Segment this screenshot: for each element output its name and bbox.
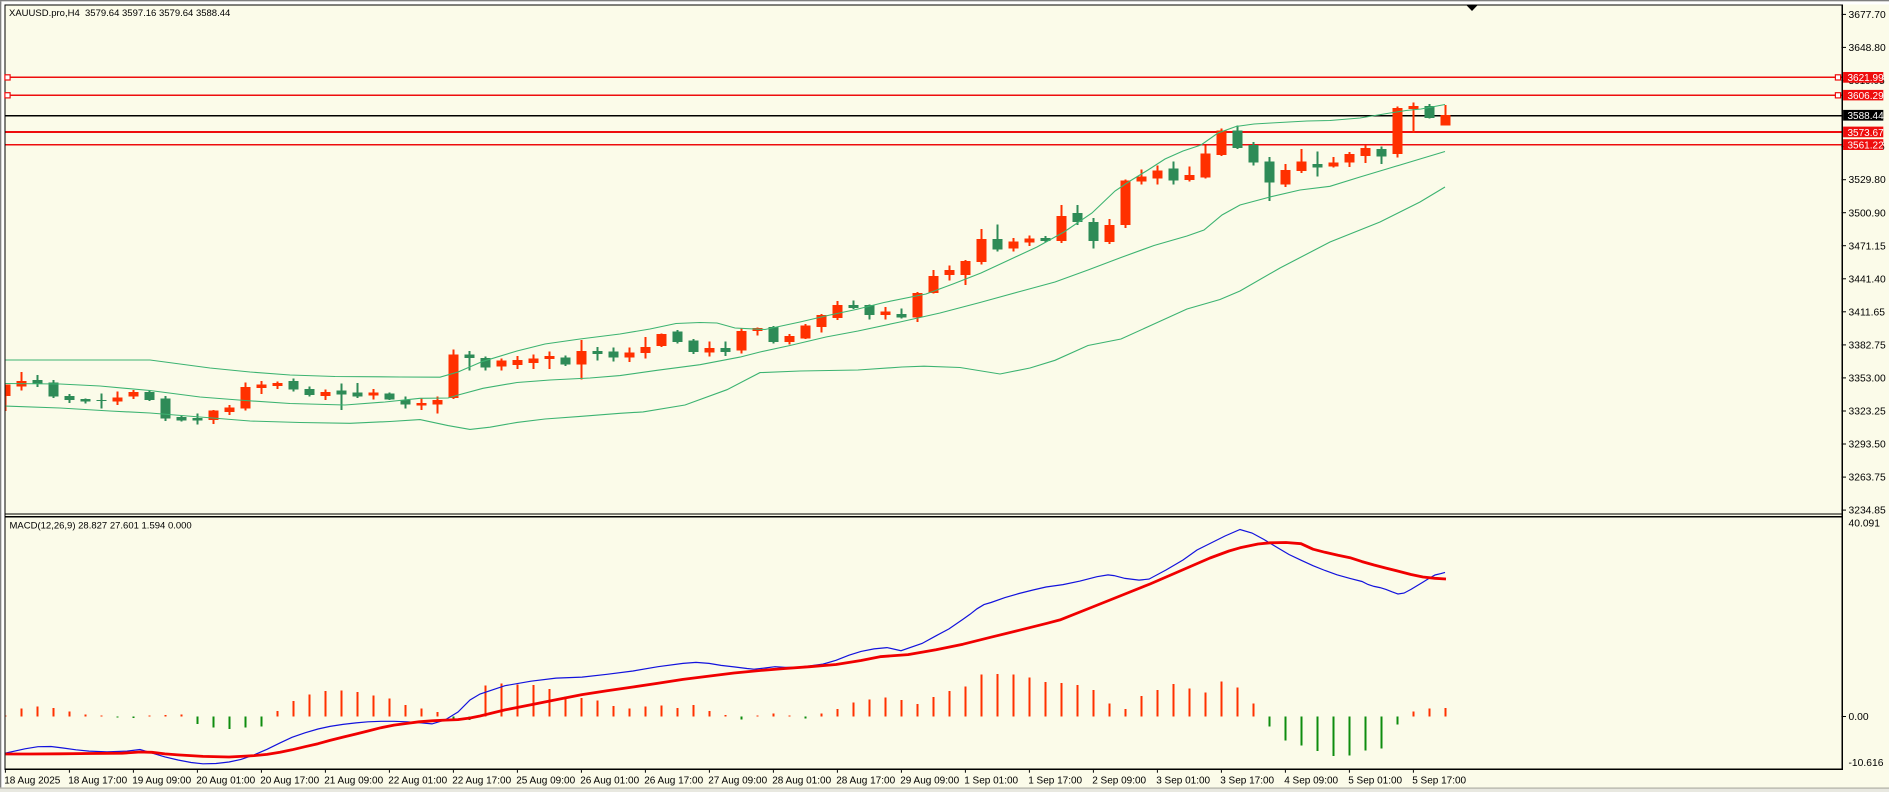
svg-text:3234.85: 3234.85 <box>1849 506 1886 517</box>
svg-text:3677.70: 3677.70 <box>1849 10 1886 21</box>
svg-text:XAUUSD.pro,H4 3579.64 3597.16: XAUUSD.pro,H4 3579.64 3597.16 3579.64 35… <box>9 8 230 19</box>
svg-text:26 Aug 01:00: 26 Aug 01:00 <box>580 776 639 787</box>
svg-text:3323.25: 3323.25 <box>1849 407 1886 418</box>
svg-text:5 Sep 01:00: 5 Sep 01:00 <box>1348 776 1402 787</box>
svg-text:3293.50: 3293.50 <box>1849 440 1886 451</box>
svg-text:3382.75: 3382.75 <box>1849 341 1886 352</box>
svg-text:3500.90: 3500.90 <box>1849 208 1886 219</box>
svg-text:40.091: 40.091 <box>1849 519 1881 530</box>
svg-text:4 Sep 09:00: 4 Sep 09:00 <box>1284 776 1338 787</box>
svg-text:22 Aug 01:00: 22 Aug 01:00 <box>388 776 447 787</box>
svg-text:20 Aug 01:00: 20 Aug 01:00 <box>196 776 255 787</box>
svg-text:0.00: 0.00 <box>1849 712 1869 723</box>
svg-text:3648.80: 3648.80 <box>1849 43 1886 54</box>
svg-text:3573.67: 3573.67 <box>1848 128 1885 139</box>
svg-text:3588.44: 3588.44 <box>1848 111 1885 122</box>
svg-text:3411.65: 3411.65 <box>1849 307 1886 318</box>
svg-text:22 Aug 17:00: 22 Aug 17:00 <box>452 776 511 787</box>
svg-text:28 Aug 17:00: 28 Aug 17:00 <box>836 776 895 787</box>
svg-text:5 Sep 17:00: 5 Sep 17:00 <box>1412 776 1466 787</box>
svg-text:3529.80: 3529.80 <box>1849 175 1886 186</box>
svg-text:3 Sep 01:00: 3 Sep 01:00 <box>1156 776 1210 787</box>
svg-text:3441.40: 3441.40 <box>1849 274 1886 285</box>
svg-text:20 Aug 17:00: 20 Aug 17:00 <box>260 776 319 787</box>
svg-text:3606.29: 3606.29 <box>1848 91 1885 102</box>
svg-text:MACD(12,26,9) 28.827 27.601 1.: MACD(12,26,9) 28.827 27.601 1.594 0.000 <box>10 521 192 532</box>
svg-text:28 Aug 01:00: 28 Aug 01:00 <box>772 776 831 787</box>
svg-text:27 Aug 09:00: 27 Aug 09:00 <box>708 776 767 787</box>
svg-text:3353.00: 3353.00 <box>1849 374 1886 385</box>
svg-text:25 Aug 09:00: 25 Aug 09:00 <box>516 776 575 787</box>
svg-text:1 Sep 17:00: 1 Sep 17:00 <box>1028 776 1082 787</box>
svg-text:3471.15: 3471.15 <box>1849 241 1886 252</box>
svg-text:2 Sep 09:00: 2 Sep 09:00 <box>1092 776 1146 787</box>
svg-text:3621.99: 3621.99 <box>1848 73 1885 84</box>
svg-text:19 Aug 09:00: 19 Aug 09:00 <box>132 776 191 787</box>
svg-text:3263.75: 3263.75 <box>1849 473 1886 484</box>
svg-text:3561.22: 3561.22 <box>1848 140 1885 151</box>
svg-text:18 Aug 2025: 18 Aug 2025 <box>4 776 61 787</box>
svg-text:21 Aug 09:00: 21 Aug 09:00 <box>324 776 383 787</box>
svg-text:29 Aug 09:00: 29 Aug 09:00 <box>900 776 959 787</box>
svg-text:3 Sep 17:00: 3 Sep 17:00 <box>1220 776 1274 787</box>
svg-text:-10.616: -10.616 <box>1849 758 1884 769</box>
svg-text:1 Sep 01:00: 1 Sep 01:00 <box>964 776 1018 787</box>
svg-text:26 Aug 17:00: 26 Aug 17:00 <box>644 776 703 787</box>
svg-text:18 Aug 17:00: 18 Aug 17:00 <box>68 776 127 787</box>
